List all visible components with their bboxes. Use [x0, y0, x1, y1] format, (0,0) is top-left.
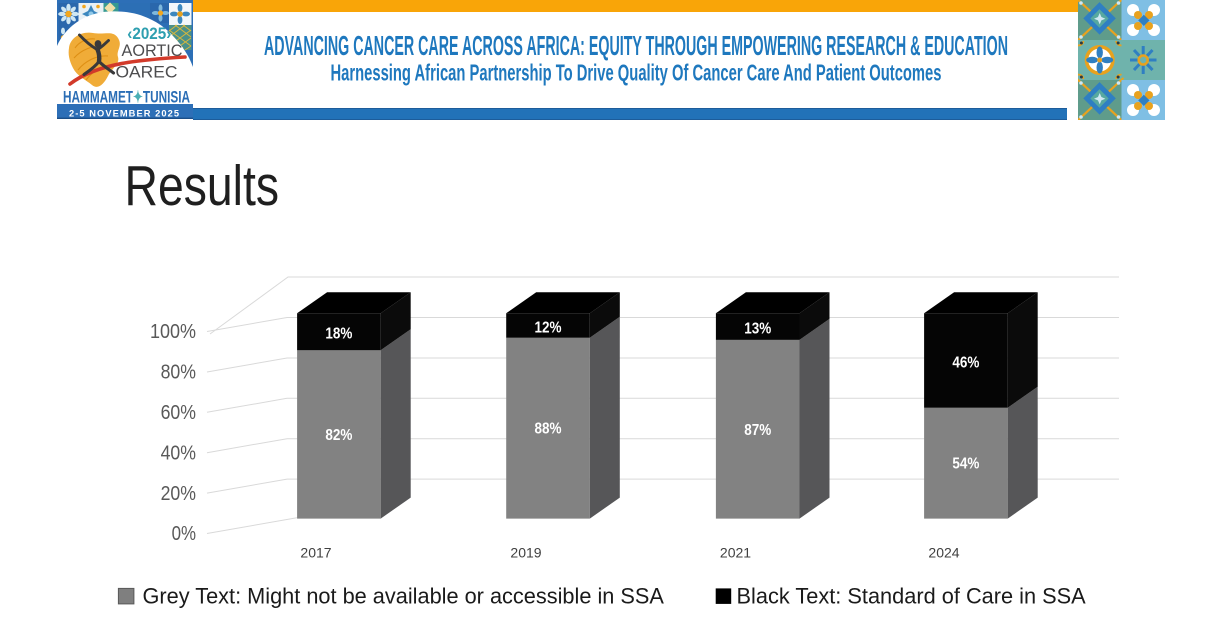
svg-text:Grey Text: Might not be availa: Grey Text: Might not be available or acc…	[143, 584, 665, 609]
svg-text:88%: 88%	[535, 421, 562, 438]
svg-text:2024: 2024	[928, 544, 959, 560]
svg-text:2-5 NOVEMBER 2025: 2-5 NOVEMBER 2025	[69, 108, 179, 118]
svg-text:AORTIC: AORTIC	[122, 41, 183, 60]
svg-text:OAREC: OAREC	[116, 62, 178, 81]
svg-text:87%: 87%	[744, 422, 771, 439]
svg-text:40%: 40%	[161, 441, 196, 464]
svg-text:18%: 18%	[325, 326, 352, 343]
svg-text:2021: 2021	[720, 544, 751, 560]
svg-text:20%: 20%	[161, 482, 196, 505]
svg-text:100%: 100%	[150, 320, 196, 343]
svg-text:82%: 82%	[325, 427, 352, 444]
svg-text:46%: 46%	[952, 354, 979, 371]
svg-text:12%: 12%	[535, 320, 562, 337]
svg-text:Results: Results	[125, 154, 280, 218]
svg-text:Black Text: Standard of Care i: Black Text: Standard of Care in SSA	[737, 584, 1087, 609]
svg-text:13%: 13%	[744, 321, 771, 338]
svg-text:54%: 54%	[952, 456, 979, 473]
svg-text:2019: 2019	[510, 544, 541, 560]
svg-text:ADVANCING CANCER CARE ACROSS A: ADVANCING CANCER CARE ACROSS AFRICA: EQU…	[264, 30, 1008, 61]
svg-text:80%: 80%	[161, 361, 196, 384]
svg-text:Harnessing African Partnership: Harnessing African Partnership To Drive …	[331, 60, 942, 86]
svg-text:‹2025›: ‹2025›	[127, 25, 171, 43]
svg-text:60%: 60%	[161, 401, 196, 424]
svg-text:2017: 2017	[300, 544, 331, 560]
svg-text:HAMMAMET✦TUNISIA: HAMMAMET✦TUNISIA	[63, 88, 190, 106]
svg-text:0%: 0%	[172, 522, 196, 545]
